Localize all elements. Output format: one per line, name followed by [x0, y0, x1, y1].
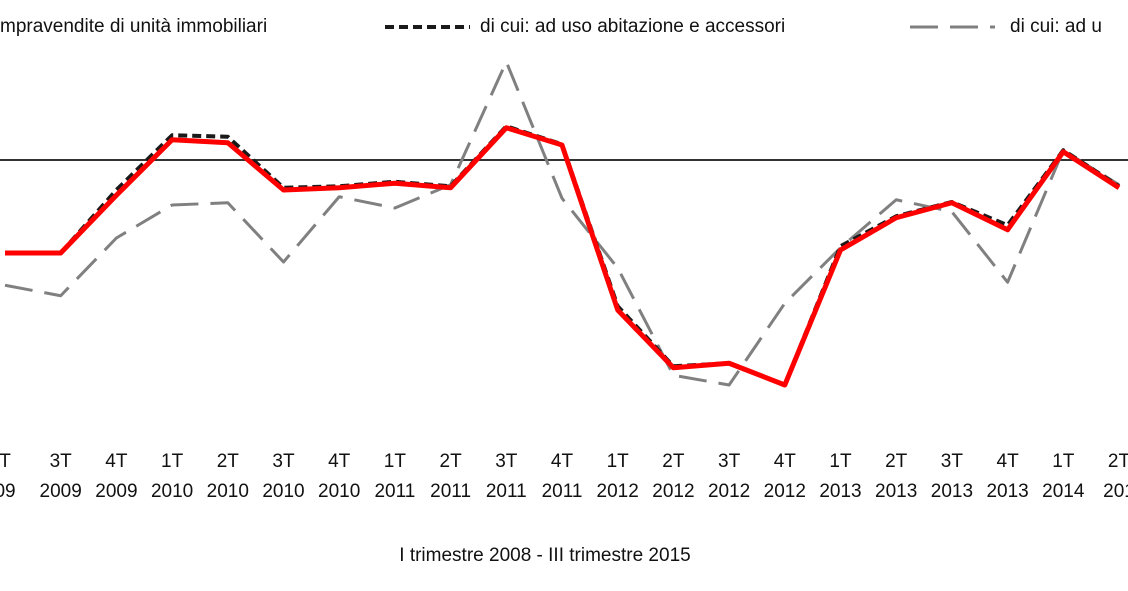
x-tick-label: 4T: [105, 451, 128, 472]
series-line: [4, 60, 1120, 387]
x-tick-label: 4T: [328, 451, 351, 472]
x-tick-label: 2T: [662, 451, 685, 472]
x-tick-label: 3T: [941, 451, 964, 472]
x-tick-label: 1T: [829, 451, 852, 472]
x-tick-label: 2012: [764, 481, 806, 502]
x-tick-label: 2T: [885, 451, 908, 472]
series-line: [5, 124, 1121, 387]
x-tick-label: 2011: [430, 481, 471, 502]
legend-label: di cui: ad uso abitazione e accessori: [480, 16, 785, 37]
series-line: [5, 125, 1121, 388]
x-tick-label: 4T: [774, 451, 797, 472]
x-tick-label: 4T: [997, 451, 1020, 472]
x-tick-label: 2011: [486, 481, 527, 502]
x-tick-label: T: [0, 451, 11, 472]
x-tick-label: 3T: [718, 451, 741, 472]
x-tick-label: 2014: [1042, 481, 1085, 502]
x-tick-label: 3T: [50, 451, 73, 472]
x-tick-label: 1T: [161, 451, 184, 472]
x-tick-label: 2011: [542, 481, 583, 502]
x-tick-label: 3T: [495, 451, 518, 472]
x-tick-label: 2T: [440, 451, 463, 472]
x-tick-label: 1T: [384, 451, 407, 472]
legend-label: di cui: ad u: [1010, 16, 1102, 37]
x-tick-label: 2013: [986, 481, 1028, 502]
x-tick-label: 2010: [318, 481, 360, 502]
x-tick-label: 2012: [652, 481, 694, 502]
x-tick-label: 2010: [151, 481, 193, 502]
x-tick-label: 2013: [819, 481, 861, 502]
x-tick-label: 2013: [931, 481, 973, 502]
x-tick-label: 2013: [875, 481, 917, 502]
x-tick-label: 2009: [40, 481, 82, 502]
x-tick-label: 2010: [207, 481, 249, 502]
x-tick-label: 2011: [374, 481, 415, 502]
x-tick-label: 1T: [1052, 451, 1075, 472]
x-tick-label: 2T: [217, 451, 240, 472]
x-tick-label: 2009: [95, 481, 137, 502]
x-tick-label: 4T: [551, 451, 574, 472]
x-tick-label: 201: [1103, 481, 1128, 502]
x-tick-label: 2012: [597, 481, 639, 502]
x-tick-label: 09: [0, 481, 16, 502]
chart-subtitle: I trimestre 2008 - III trimestre 2015: [399, 545, 690, 566]
x-tick-label: 2012: [708, 481, 750, 502]
x-tick-label: 3T: [272, 451, 295, 472]
x-tick-label: 2010: [262, 481, 304, 502]
x-tick-label: 1T: [607, 451, 630, 472]
x-tick-label: 2T: [1108, 451, 1128, 472]
legend-label: mpravendite di unità immobiliari: [0, 16, 267, 37]
